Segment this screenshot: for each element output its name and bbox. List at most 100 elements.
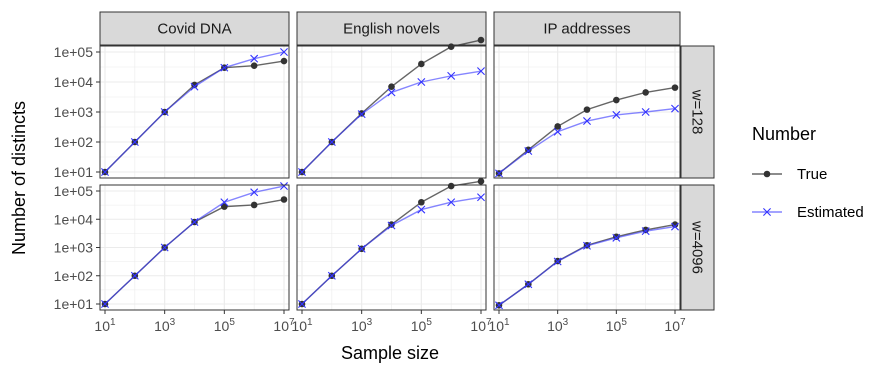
estimated-point (357, 110, 366, 119)
y-tick-label: 1e+01 (54, 296, 94, 312)
estimated-point (583, 241, 591, 250)
x-tick-label: 107 (664, 317, 686, 334)
facet-strip-column (99, 11, 290, 46)
estimated-point (553, 127, 562, 136)
estimated-point (553, 257, 562, 266)
estimated-point (612, 110, 621, 119)
true-point (191, 81, 198, 89)
facet-strip-row (680, 45, 715, 179)
estimated-point (641, 227, 650, 236)
true-point (250, 62, 258, 69)
estimated-point (280, 182, 288, 191)
x-tick-label: 103 (351, 317, 373, 334)
true-point (583, 106, 591, 113)
x-tick-label: 101 (94, 317, 116, 334)
true-point (280, 57, 288, 65)
estimated-point (190, 217, 199, 226)
x-tick-label: 107 (470, 317, 492, 334)
x-tick-label: 105 (214, 317, 236, 334)
estimated-point (671, 104, 679, 113)
estimated-point (763, 208, 771, 216)
true-point (642, 89, 649, 96)
y-tick-label: 1e+03 (54, 240, 94, 256)
panel-border (493, 184, 681, 311)
facet-strip-label: IP addresses (543, 21, 630, 38)
facet-strip-column (296, 11, 487, 46)
estimated-point (477, 67, 485, 76)
true-point (477, 178, 485, 185)
true-point (671, 84, 679, 91)
estimated-point (495, 301, 503, 310)
y-tick-label: 1e+05 (54, 183, 94, 199)
legend-title: Number (752, 124, 816, 144)
facet-panel (99, 45, 290, 179)
facet-strip-label: w=128 (689, 89, 706, 135)
facet-strip-row (680, 184, 715, 311)
x-tick-label: 107 (273, 317, 295, 334)
x-tick-label: 105 (411, 317, 433, 334)
facet-panel (99, 182, 290, 311)
y-tick-label: 1e+04 (54, 211, 94, 227)
facet-strip-column (493, 11, 681, 46)
estimated-point (190, 82, 199, 91)
facet-strip-label: English novels (343, 21, 440, 38)
facet-panel (296, 178, 487, 311)
true-point (613, 96, 620, 104)
estimated-point (524, 280, 533, 289)
estimated-point (495, 169, 503, 178)
estimated-point (101, 168, 109, 176)
estimated-point (447, 71, 456, 80)
true-point (477, 36, 485, 44)
estimated-point (447, 198, 456, 207)
legend-label: True (797, 166, 827, 183)
facet-panel (296, 36, 487, 179)
y-tick-label: 1e+03 (54, 104, 94, 120)
legend-label: Estimated (797, 204, 864, 221)
estimated-point (477, 193, 485, 202)
estimated-point (250, 54, 259, 63)
x-tick-label: 101 (291, 317, 313, 334)
x-axis-title: Sample size (341, 343, 439, 363)
estimated-point (298, 300, 306, 308)
y-tick-label: 1e+02 (54, 134, 94, 150)
y-tick-label: 1e+04 (54, 74, 94, 90)
panel-border (493, 45, 681, 179)
y-tick-label: 1e+01 (54, 164, 94, 180)
y-axis-title: Number of distincts (9, 101, 29, 255)
estimated-point (130, 271, 139, 280)
true-point (763, 170, 771, 178)
estimated-point (280, 48, 288, 56)
y-tick-label: 1e+02 (54, 268, 94, 284)
estimated-point (101, 300, 109, 308)
legend: Number True Estimated (752, 124, 864, 221)
estimated-point (327, 271, 336, 280)
estimated-point (612, 233, 621, 242)
estimated-point (387, 88, 396, 97)
x-tick-label: 105 (606, 317, 628, 334)
estimated-point (160, 243, 169, 252)
panel-border (296, 184, 487, 311)
facet-panel (493, 184, 681, 311)
estimated-point (417, 78, 426, 86)
estimated-point (130, 138, 139, 146)
estimated-point (583, 117, 591, 126)
y-tick-label: 1e+05 (54, 44, 94, 60)
true-point (447, 182, 455, 190)
x-tick-label: 103 (547, 317, 569, 334)
estimated-point (641, 108, 650, 116)
true-point (418, 60, 425, 68)
estimated-point (327, 138, 336, 146)
x-tick-label: 103 (154, 317, 176, 334)
facet-strip-label: Covid DNA (157, 21, 231, 38)
true-point (447, 43, 455, 51)
x-tick-label: 101 (488, 317, 510, 334)
estimated-point (671, 222, 679, 231)
estimated-point (417, 205, 426, 214)
estimated-point (220, 198, 229, 207)
estimated-point (160, 108, 169, 116)
facet-panel (493, 45, 681, 179)
true-point (388, 83, 395, 90)
true-point (554, 123, 561, 130)
estimated-point (220, 63, 229, 72)
